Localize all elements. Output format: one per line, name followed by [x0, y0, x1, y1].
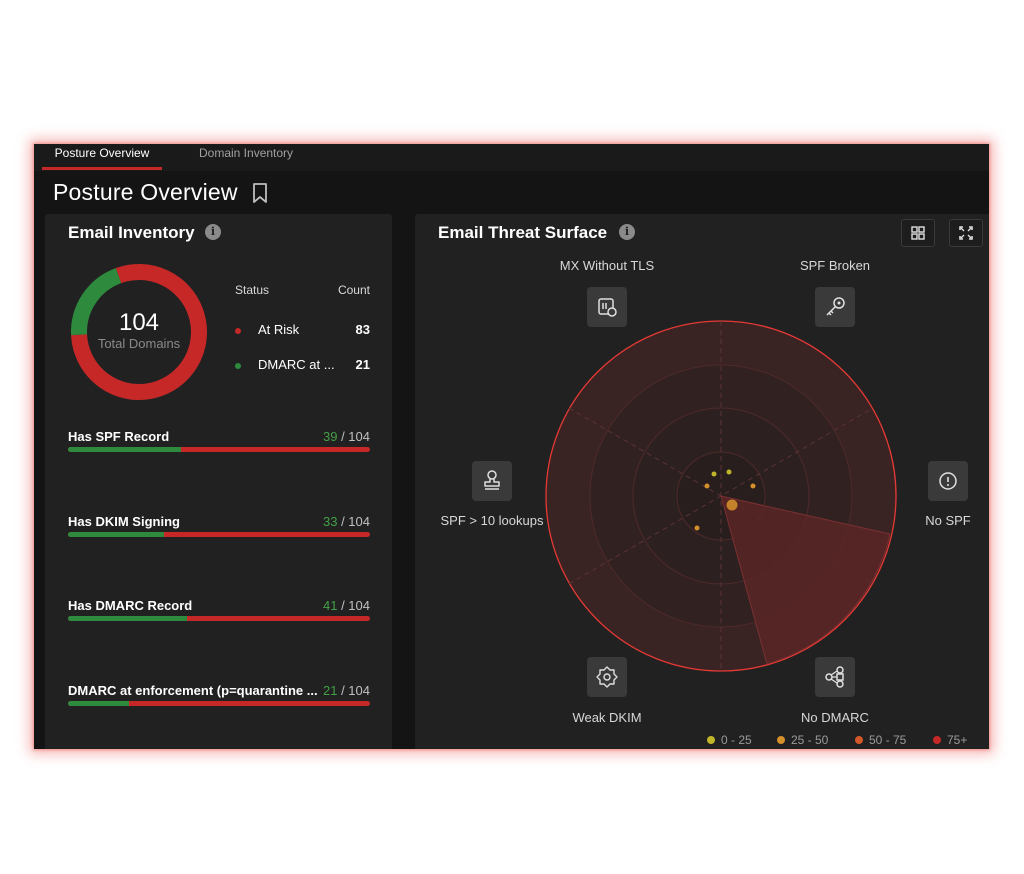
metric-total: / 104: [341, 683, 370, 698]
metric-dkim[interactable]: Has DKIM Signing 33 / 104: [68, 514, 370, 554]
radar-point: [726, 499, 738, 511]
donut-caption: Total Domains: [97, 336, 181, 351]
page-title: Posture Overview: [53, 179, 238, 205]
info-icon[interactable]: i: [205, 224, 221, 240]
metric-value: 33 / 104: [323, 514, 370, 529]
legend-item: 75+: [933, 733, 967, 747]
expand-button[interactable]: [949, 219, 983, 247]
category-label: Weak DKIM: [572, 710, 642, 725]
category-label: No SPF: [925, 513, 971, 528]
metric-dmarc[interactable]: Has DMARC Record 41 / 104: [68, 598, 370, 638]
category-label: SPF Broken: [799, 258, 871, 273]
metric-good-count: 21: [322, 683, 338, 698]
radar-point: [711, 471, 717, 477]
legend-label: 25 - 50: [791, 733, 829, 747]
mx-tls-icon: [598, 298, 617, 317]
radar-point: [726, 469, 732, 475]
legend-dot: [707, 736, 715, 744]
total-domains-donut: [71, 264, 207, 400]
category-no-spf[interactable]: [928, 461, 968, 501]
radar-point: [704, 483, 710, 489]
category-weak-dkim[interactable]: [587, 657, 627, 697]
bookmark-icon[interactable]: [252, 182, 268, 204]
metric-label: Has DMARC Record: [68, 598, 193, 613]
status-count: 83: [355, 322, 370, 337]
metric-label: Has SPF Record: [68, 429, 170, 444]
count-header: Count: [337, 283, 370, 297]
risk-sector: [720, 495, 891, 665]
app-window: Posture Overview Domain Inventory Postur…: [34, 144, 989, 749]
email-threat-surface-card: Email Threat Surface i: [415, 214, 989, 749]
legend-item: 50 - 75: [855, 733, 906, 747]
category-label: MX Without TLS: [559, 258, 655, 273]
status-dot: [235, 363, 241, 369]
status-dot: [235, 328, 241, 334]
tab-domain-inventory[interactable]: Domain Inventory: [199, 146, 294, 160]
status-row-dmarc[interactable]: DMARC at ... 21: [235, 357, 370, 375]
info-icon[interactable]: i: [619, 224, 635, 240]
threat-radar: [545, 320, 897, 672]
category-mx-without-tls[interactable]: [587, 287, 627, 327]
status-row-at-risk[interactable]: At Risk 83: [235, 322, 370, 340]
legend-dot: [777, 736, 785, 744]
status-count: 21: [355, 357, 370, 372]
category-label: No DMARC: [801, 710, 869, 725]
legend-dot: [933, 736, 941, 744]
metric-progress-fill: [68, 616, 187, 621]
exclamation-circle-icon: [939, 472, 957, 490]
radar-point: [694, 525, 700, 531]
metric-total: / 104: [341, 598, 370, 613]
metric-progress-fill: [68, 532, 164, 537]
grid-view-button[interactable]: [901, 219, 935, 247]
stamp-icon: [484, 470, 500, 490]
status-header: Status: [235, 283, 270, 297]
metric-value: 39 / 104: [323, 429, 370, 444]
metric-progress-bar: [68, 447, 370, 452]
metric-label: DMARC at enforcement (p=quarantine ...: [68, 683, 318, 698]
card-title: Email Threat Surface: [438, 223, 608, 242]
nodes-icon: [825, 666, 844, 688]
legend-label: 50 - 75: [869, 733, 907, 747]
key-icon: [826, 297, 845, 316]
category-spf-broken[interactable]: [815, 287, 855, 327]
tab-posture-overview[interactable]: Posture Overview: [42, 146, 162, 170]
category-spf-lookups[interactable]: [472, 461, 512, 501]
card-title: Email Inventory: [68, 223, 195, 242]
status-label: DMARC at ...: [258, 357, 335, 372]
legend-label: 75+: [947, 733, 968, 747]
metric-progress-bar: [68, 616, 370, 621]
email-inventory-card: Email Inventory i 104 Total Domains Stat…: [45, 214, 392, 749]
radar-point: [750, 483, 756, 489]
metric-good-count: 33: [322, 514, 338, 529]
metric-total: / 104: [341, 429, 370, 444]
metric-total: / 104: [341, 514, 370, 529]
metric-dmarc-enforcement[interactable]: DMARC at enforcement (p=quarantine ... 2…: [68, 683, 370, 723]
category-label: SPF > 10 lookups: [440, 513, 544, 528]
metric-good-count: 39: [322, 429, 338, 444]
tab-bar: Posture Overview Domain Inventory: [34, 144, 989, 171]
legend-dot: [855, 736, 863, 744]
donut-total-value: 104: [118, 309, 160, 336]
metric-value: 21 / 104: [323, 683, 370, 698]
legend-label: 0 - 25: [721, 733, 752, 747]
metric-progress-fill: [68, 701, 129, 706]
grid-icon: [911, 226, 925, 240]
metric-label: Has DKIM Signing: [68, 514, 180, 529]
status-label: At Risk: [258, 322, 300, 337]
metric-spf[interactable]: Has SPF Record 39 / 104: [68, 429, 370, 469]
legend-item: 0 - 25: [707, 733, 752, 747]
metric-progress-bar: [68, 701, 370, 706]
metric-good-count: 41: [322, 598, 338, 613]
expand-icon: [959, 226, 973, 240]
badge-icon: [596, 666, 618, 688]
metric-progress-fill: [68, 447, 182, 452]
legend-item: 25 - 50: [777, 733, 828, 747]
donut-segment: [71, 264, 207, 400]
metric-progress-bar: [68, 532, 370, 537]
metric-value: 41 / 104: [323, 598, 370, 613]
category-no-dmarc[interactable]: [815, 657, 855, 697]
